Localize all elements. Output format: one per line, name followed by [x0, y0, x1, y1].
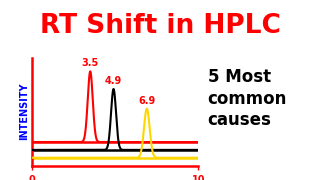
Text: RT Shift in HPLC: RT Shift in HPLC: [40, 13, 280, 39]
Text: 5 Most
common
causes: 5 Most common causes: [207, 68, 287, 129]
Text: 6.9: 6.9: [138, 96, 156, 106]
Y-axis label: INTENSITY: INTENSITY: [19, 83, 29, 140]
Text: 4.9: 4.9: [105, 76, 122, 86]
Text: 3.5: 3.5: [82, 58, 99, 68]
